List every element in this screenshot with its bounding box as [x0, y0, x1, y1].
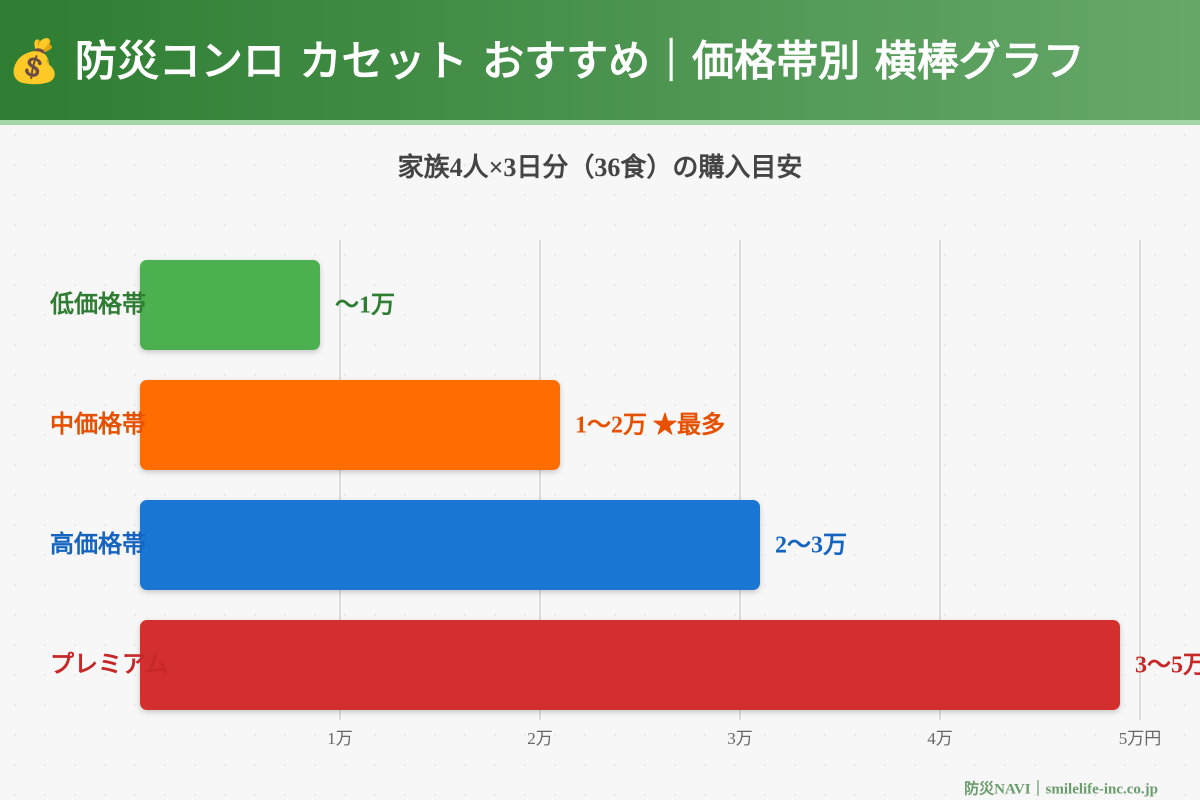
- value-annotation: 1〜2万 ★最多: [575, 412, 725, 439]
- header-strip: [0, 120, 1200, 125]
- value-annotation: 2〜3万: [775, 533, 847, 559]
- category-label: 高価格帯: [50, 530, 146, 558]
- bar: [140, 620, 1120, 710]
- chart-title: 💰 防災コンロ カセット おすすめ｜価格帯別 横棒グラフ: [8, 37, 1085, 87]
- category-label: 低価格帯: [49, 290, 146, 318]
- bar: [140, 380, 560, 470]
- header: [0, 0, 1200, 120]
- bar: [140, 260, 320, 350]
- x-tick-label: 3万: [727, 729, 753, 748]
- value-annotation: 〜1万: [335, 293, 395, 319]
- category-label: 中価格帯: [50, 410, 146, 438]
- bar: [140, 500, 760, 590]
- x-tick-label: 4万: [927, 729, 953, 748]
- x-tick-label: 2万: [527, 729, 553, 748]
- footer: 防災NAVI｜smilelife-inc.co.jp: [964, 779, 1158, 797]
- x-tick-label: 1万: [327, 729, 353, 748]
- category-label: プレミアム: [50, 650, 168, 678]
- chart-subtitle: 家族4人×3日分（36食）の購入目安: [398, 152, 803, 182]
- value-annotation: 3〜5万: [1135, 653, 1200, 679]
- x-tick-label: 5万円: [1119, 729, 1162, 748]
